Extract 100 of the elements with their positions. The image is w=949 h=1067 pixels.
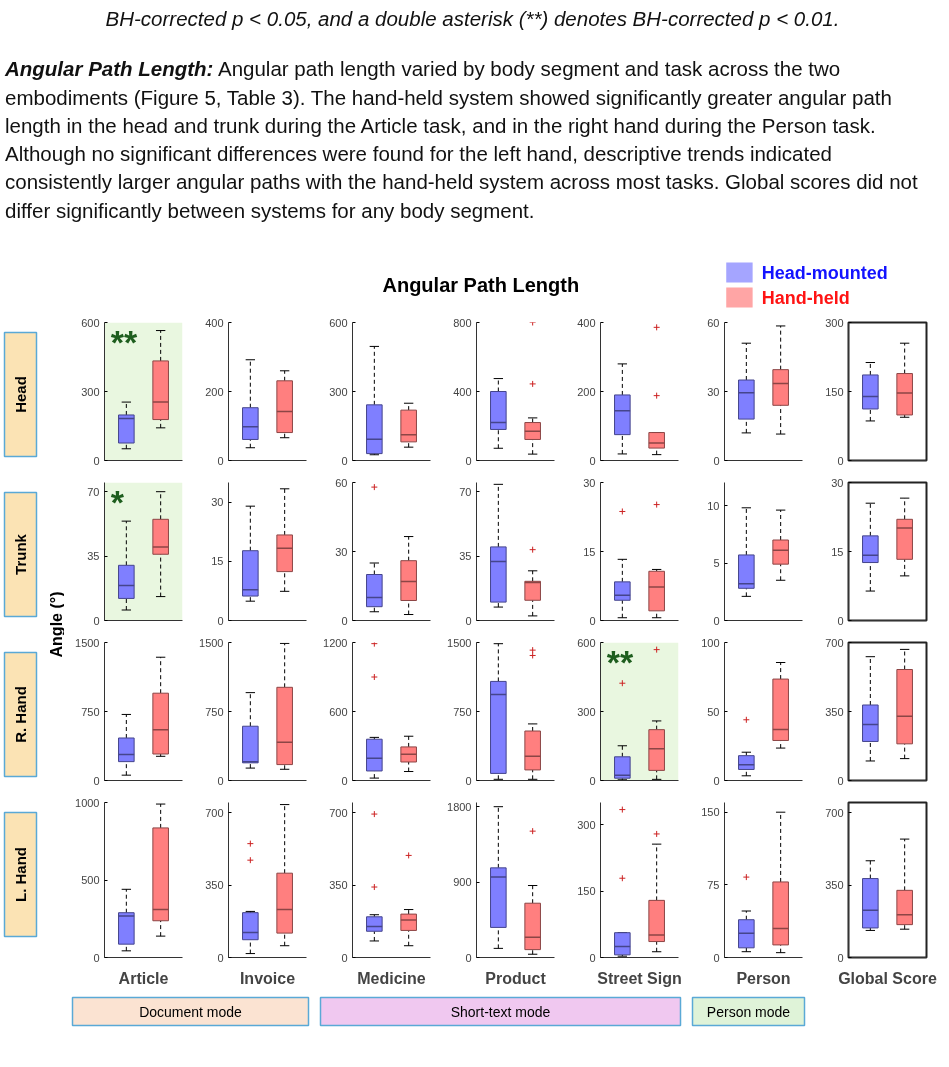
y-tick-label: 10 — [707, 499, 720, 512]
y-tick-label: 150 — [701, 806, 720, 819]
y-tick-label: 800 — [453, 316, 472, 329]
y-tick-label: 0 — [217, 614, 224, 627]
y-tick-label: 0 — [589, 454, 596, 467]
y-tick-label: 15 — [831, 545, 844, 558]
y-tick-label: 0 — [217, 774, 224, 787]
y-tick-label: 0 — [837, 774, 844, 787]
x-axis-title: Medicine — [357, 969, 426, 987]
y-tick-label: 750 — [205, 705, 224, 718]
y-tick-label: 500 — [81, 874, 100, 886]
y-tick-label: 0 — [589, 951, 596, 964]
y-tick-label: 200 — [205, 385, 224, 398]
text: Angular Path Length: — [5, 57, 214, 81]
y-tick-label: 0 — [217, 951, 224, 964]
y-tick-label: 0 — [465, 774, 472, 787]
y-tick-label: 0 — [713, 951, 720, 964]
y-tick-label: 70 — [87, 485, 100, 498]
y-tick-label: 0 — [713, 454, 720, 467]
y-tick-label: 400 — [453, 385, 472, 398]
y-tick-label: 0 — [465, 454, 472, 467]
y-tick-label: 0 — [589, 774, 596, 787]
y-tick-label: 30 — [211, 496, 224, 509]
y-tick-label: 700 — [329, 806, 348, 819]
y-tick-label: 0 — [93, 614, 100, 627]
y-tick-label: 50 — [707, 705, 720, 718]
legend-label: Head-mounted — [761, 262, 888, 283]
y-tick-label: 700 — [825, 806, 844, 819]
y-tick-label: 0 — [93, 774, 100, 787]
y-tick-label: 30 — [335, 545, 348, 558]
y-tick-label: 1000 — [75, 796, 100, 809]
x-axis-title: Product — [485, 969, 547, 987]
x-axis-title: Global Score — [838, 969, 937, 987]
y-tick-label: 750 — [453, 705, 472, 718]
y-tick-label: 0 — [341, 454, 348, 467]
text: BH-corrected p < 0.05, and a double asterisk (**) denotes BH-corrected p < 0.01. — [104, 6, 841, 32]
text: Head — [12, 376, 29, 413]
y-tick-label: 600 — [577, 636, 596, 649]
text: Angular Path Length — [382, 273, 580, 296]
x-axis-title: Article — [118, 969, 169, 987]
legend-label: Hand-held — [761, 287, 850, 308]
text: Document mode — [139, 1003, 243, 1020]
y-tick-label: 0 — [341, 774, 348, 787]
y-tick-label: 0 — [341, 951, 348, 964]
y-tick-label: 700 — [205, 806, 224, 819]
annotation: ** — [110, 322, 138, 361]
y-tick-label: 350 — [329, 879, 348, 892]
x-axis-title: Street Sign — [597, 969, 682, 987]
y-tick-label: 150 — [825, 385, 844, 398]
x-axis-title: Person — [736, 969, 791, 987]
y-tick-label: 350 — [825, 705, 844, 718]
y-tick-label: 750 — [81, 705, 100, 718]
y-tick-label: 300 — [825, 316, 844, 329]
y-tick-label: 75 — [707, 878, 720, 891]
y-tick-label: 200 — [577, 385, 596, 398]
y-tick-label: 5 — [713, 557, 720, 569]
y-tick-label: 600 — [329, 705, 348, 718]
y-tick-label: 350 — [825, 879, 844, 892]
y-tick-label: 300 — [577, 818, 596, 831]
y-tick-label: 0 — [93, 951, 100, 964]
y-tick-label: 1500 — [447, 636, 472, 649]
y-tick-label: 0 — [837, 614, 844, 627]
y-tick-label: 0 — [837, 951, 844, 964]
y-tick-label: 0 — [341, 614, 348, 627]
y-tick-label: 0 — [217, 454, 224, 467]
x-axis-title: Invoice — [239, 969, 296, 987]
text: Short-text mode — [450, 1003, 551, 1020]
y-tick-label: 70 — [459, 485, 472, 498]
annotation: ** — [606, 642, 634, 681]
y-tick-label: 60 — [335, 476, 348, 489]
y-tick-label: 300 — [81, 385, 100, 398]
y-tick-label: 400 — [577, 316, 596, 329]
y-tick-label: 35 — [459, 550, 472, 563]
text: L. Hand — [12, 847, 29, 902]
y-tick-label: 600 — [81, 316, 100, 329]
text: Trunk — [12, 534, 29, 575]
y-tick-label: 0 — [93, 454, 100, 467]
y-tick-label: 0 — [465, 951, 472, 964]
y-tick-label: 300 — [329, 385, 348, 398]
y-tick-label: 350 — [205, 879, 224, 892]
y-tick-label: 400 — [205, 316, 224, 329]
y-tick-label: 700 — [825, 636, 844, 649]
y-tick-label: 0 — [837, 454, 844, 467]
y-tick-label: 0 — [589, 614, 596, 627]
y-tick-label: 1200 — [323, 636, 348, 649]
y-tick-label: 150 — [577, 885, 596, 898]
y-tick-label: 1500 — [199, 636, 224, 649]
y-tick-label: 30 — [831, 476, 844, 489]
y-tick-label: 300 — [577, 705, 596, 718]
y-tick-label: 900 — [453, 876, 472, 889]
y-tick-label: 15 — [583, 545, 596, 558]
y-tick-label: 30 — [583, 476, 596, 489]
y-tick-label: 0 — [713, 774, 720, 787]
y-tick-label: 1500 — [75, 636, 100, 649]
y-tick-label: 0 — [713, 614, 720, 627]
y-tick-label: 60 — [707, 316, 720, 329]
text: Person mode — [706, 1003, 791, 1020]
y-tick-label: 100 — [701, 636, 720, 649]
y-tick-label: 35 — [87, 550, 100, 563]
y-tick-label: 30 — [707, 385, 720, 398]
